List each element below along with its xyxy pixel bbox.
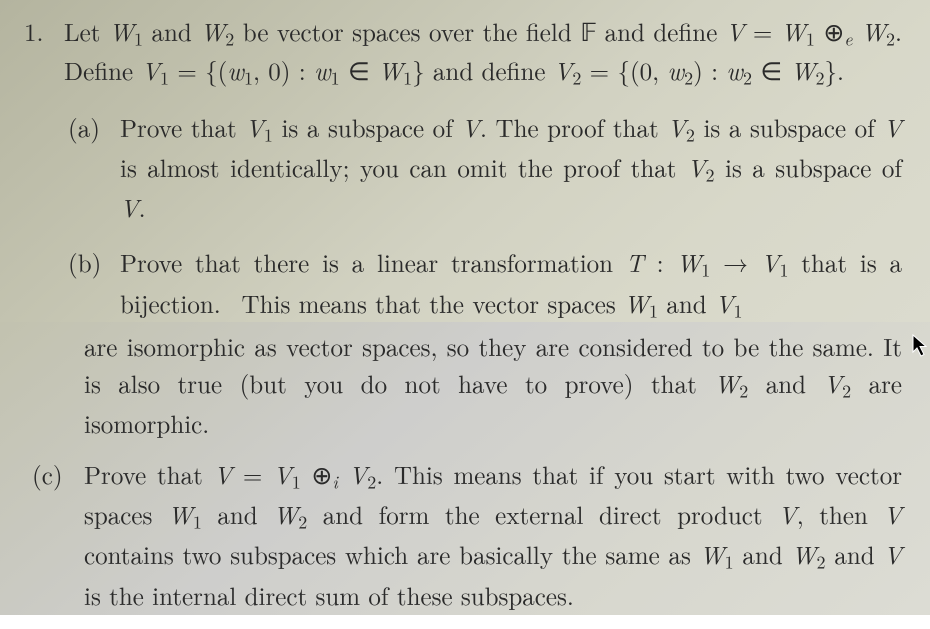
page-lower-region: are isomorphic as vector spaces, so they… (0, 322, 930, 615)
page-upper-region: 1. Let W1 and W2 be vector spaces over t… (0, 0, 930, 322)
part-c: (c) Prove that V = V1 ⊕i V2. This means … (32, 456, 902, 613)
problem-number: 1. (24, 14, 64, 50)
part-c-text: Prove that V = V1 ⊕i V2. This means that… (84, 456, 902, 613)
part-b-top: (b) Prove that there is a linear transfo… (68, 244, 902, 324)
part-a: (a) Prove that V1 is a subspace of V. Th… (68, 109, 902, 226)
part-b-text-cont: are isomorphic as vector spaces, so they… (84, 328, 902, 442)
cursor-icon (912, 334, 930, 358)
problem-intro: Let W1 and W2 be vector spaces over the … (64, 14, 902, 91)
part-b-text-top: Prove that there is a linear transformat… (120, 244, 902, 324)
part-a-text: Prove that V1 is a subspace of V. The pr… (120, 109, 902, 226)
part-a-label: (a) (68, 109, 120, 146)
problem-statement: 1. Let W1 and W2 be vector spaces over t… (24, 14, 902, 91)
part-b-label: (b) (68, 244, 120, 281)
part-c-label: (c) (32, 456, 84, 493)
